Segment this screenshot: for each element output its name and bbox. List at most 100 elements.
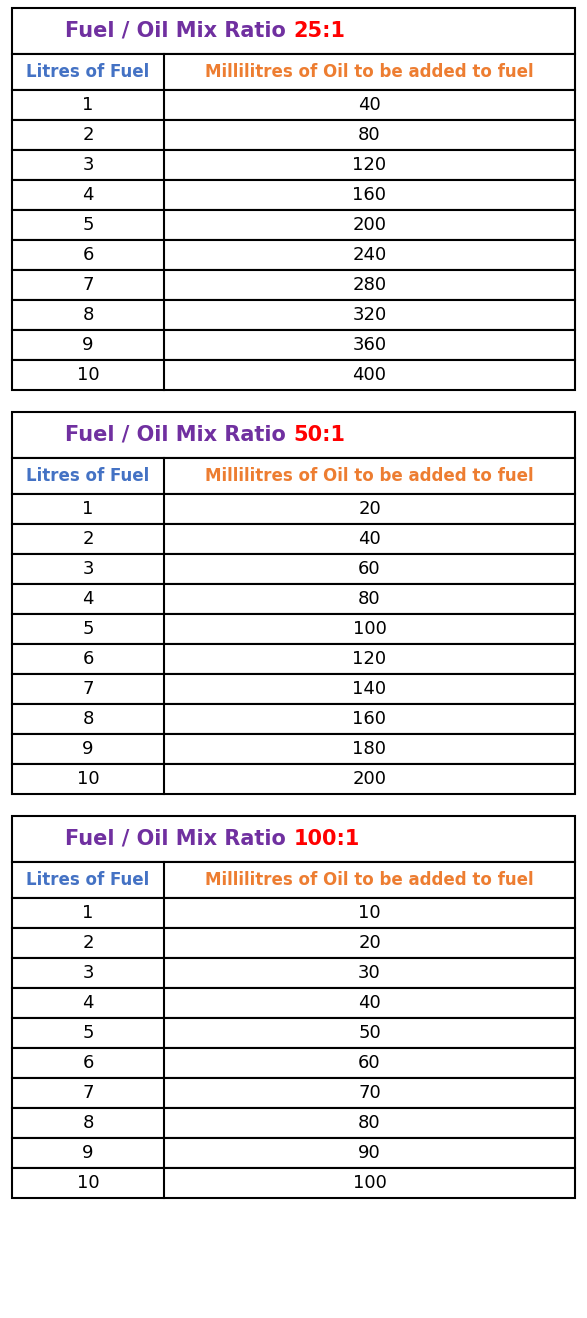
Bar — [12, 330, 575, 360]
Text: 10: 10 — [77, 366, 99, 384]
Text: 3: 3 — [82, 560, 94, 579]
Text: 6: 6 — [82, 1054, 94, 1072]
Text: 400: 400 — [353, 366, 386, 384]
Bar — [12, 301, 575, 330]
Text: 7: 7 — [82, 680, 94, 699]
Text: 9: 9 — [82, 1144, 94, 1162]
Text: 40: 40 — [358, 96, 381, 113]
Bar — [12, 764, 575, 793]
Bar — [12, 988, 575, 1017]
Text: 6: 6 — [82, 650, 94, 668]
Text: 3: 3 — [82, 156, 94, 174]
Bar — [12, 210, 575, 240]
Bar — [12, 8, 575, 54]
Text: 40: 40 — [358, 994, 381, 1012]
Text: 20: 20 — [358, 500, 381, 518]
Bar — [12, 898, 575, 928]
Text: 8: 8 — [82, 710, 94, 728]
Bar — [12, 584, 575, 614]
Bar — [12, 928, 575, 958]
Text: 100: 100 — [353, 1174, 386, 1191]
Bar — [12, 704, 575, 734]
Text: 100: 100 — [353, 619, 386, 638]
Bar — [12, 240, 575, 270]
Text: 4: 4 — [82, 590, 94, 608]
Text: 1: 1 — [82, 904, 94, 923]
Text: 1: 1 — [82, 96, 94, 113]
Text: 120: 120 — [352, 650, 387, 668]
Text: 3: 3 — [82, 963, 94, 982]
Text: 200: 200 — [353, 770, 386, 788]
Bar — [12, 958, 575, 988]
Text: Litres of Fuel: Litres of Fuel — [26, 871, 150, 890]
Bar — [12, 413, 575, 457]
Bar — [12, 270, 575, 301]
Bar — [12, 734, 575, 764]
Bar — [12, 181, 575, 210]
Text: 360: 360 — [352, 336, 387, 355]
Text: 20: 20 — [358, 934, 381, 952]
Bar — [12, 554, 575, 584]
Bar — [12, 90, 575, 120]
Text: 320: 320 — [352, 306, 387, 324]
Text: Millilitres of Oil to be added to fuel: Millilitres of Oil to be added to fuel — [205, 467, 534, 485]
Text: Millilitres of Oil to be added to fuel: Millilitres of Oil to be added to fuel — [205, 871, 534, 890]
Text: 8: 8 — [82, 306, 94, 324]
Text: 7: 7 — [82, 275, 94, 294]
Text: 240: 240 — [352, 246, 387, 264]
Text: Fuel / Oil Mix Ratio: Fuel / Oil Mix Ratio — [65, 21, 294, 41]
Bar — [12, 816, 575, 862]
Bar — [12, 1137, 575, 1168]
Text: 2: 2 — [82, 934, 94, 952]
Bar — [12, 862, 575, 898]
Bar — [12, 1108, 575, 1137]
Bar — [12, 494, 575, 525]
Bar — [12, 645, 575, 673]
Text: 80: 80 — [358, 1114, 381, 1132]
Text: 60: 60 — [358, 560, 381, 579]
Bar — [12, 360, 575, 390]
Text: 25:1: 25:1 — [294, 21, 346, 41]
Text: 120: 120 — [352, 156, 387, 174]
Text: 8: 8 — [82, 1114, 94, 1132]
Bar — [12, 1168, 575, 1198]
Text: 2: 2 — [82, 530, 94, 548]
Text: 70: 70 — [358, 1083, 381, 1102]
Text: 10: 10 — [77, 770, 99, 788]
Text: 6: 6 — [82, 246, 94, 264]
Text: 4: 4 — [82, 186, 94, 204]
Text: 10: 10 — [358, 904, 381, 923]
Text: 80: 80 — [358, 127, 381, 144]
Text: Litres of Fuel: Litres of Fuel — [26, 63, 150, 80]
Text: 160: 160 — [353, 186, 386, 204]
Text: Millilitres of Oil to be added to fuel: Millilitres of Oil to be added to fuel — [205, 63, 534, 80]
Text: 5: 5 — [82, 619, 94, 638]
Text: 9: 9 — [82, 739, 94, 758]
Text: 2: 2 — [82, 127, 94, 144]
Text: 60: 60 — [358, 1054, 381, 1072]
Bar — [12, 120, 575, 150]
Text: 10: 10 — [77, 1174, 99, 1191]
Text: 40: 40 — [358, 530, 381, 548]
Text: 100:1: 100:1 — [294, 829, 360, 849]
Bar — [12, 54, 575, 90]
Text: 160: 160 — [353, 710, 386, 728]
Text: 9: 9 — [82, 336, 94, 355]
Text: 7: 7 — [82, 1083, 94, 1102]
Text: 50:1: 50:1 — [294, 424, 346, 445]
Text: 280: 280 — [352, 275, 387, 294]
Text: 5: 5 — [82, 216, 94, 235]
Bar — [12, 457, 575, 494]
Bar — [12, 673, 575, 704]
Bar — [12, 525, 575, 554]
Text: 140: 140 — [352, 680, 387, 699]
Text: 80: 80 — [358, 590, 381, 608]
Text: 30: 30 — [358, 963, 381, 982]
Text: 180: 180 — [353, 739, 386, 758]
Bar — [12, 614, 575, 645]
Bar — [12, 150, 575, 181]
Text: 50: 50 — [358, 1024, 381, 1043]
Text: 90: 90 — [358, 1144, 381, 1162]
Text: 4: 4 — [82, 994, 94, 1012]
Text: 1: 1 — [82, 500, 94, 518]
